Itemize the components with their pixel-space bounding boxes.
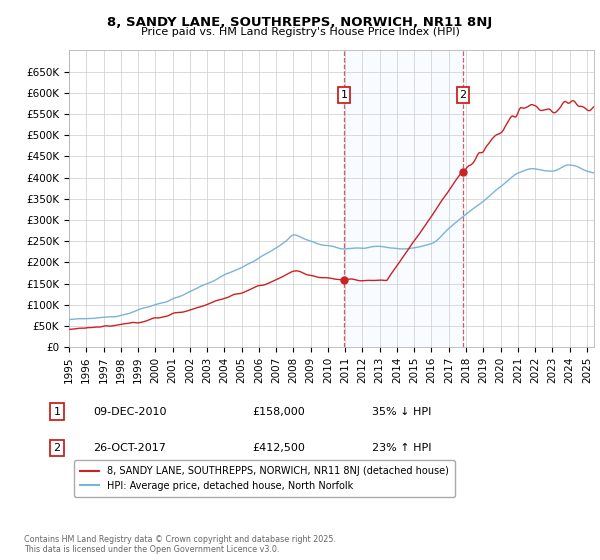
Text: 1: 1 (53, 407, 61, 417)
Text: £158,000: £158,000 (252, 407, 305, 417)
Text: Price paid vs. HM Land Registry's House Price Index (HPI): Price paid vs. HM Land Registry's House … (140, 27, 460, 37)
Text: 1: 1 (341, 90, 347, 100)
Text: 8, SANDY LANE, SOUTHREPPS, NORWICH, NR11 8NJ: 8, SANDY LANE, SOUTHREPPS, NORWICH, NR11… (107, 16, 493, 29)
Text: 35% ↓ HPI: 35% ↓ HPI (372, 407, 431, 417)
Text: 26-OCT-2017: 26-OCT-2017 (93, 443, 166, 453)
Text: 09-DEC-2010: 09-DEC-2010 (93, 407, 167, 417)
Text: £412,500: £412,500 (252, 443, 305, 453)
Text: 2: 2 (53, 443, 61, 453)
Bar (344, 50, 463, 347)
Text: Contains HM Land Registry data © Crown copyright and database right 2025.
This d: Contains HM Land Registry data © Crown c… (24, 535, 336, 554)
Text: 2: 2 (459, 90, 466, 100)
Legend: 8, SANDY LANE, SOUTHREPPS, NORWICH, NR11 8NJ (detached house), HPI: Average pric: 8, SANDY LANE, SOUTHREPPS, NORWICH, NR11… (74, 460, 455, 497)
Text: 23% ↑ HPI: 23% ↑ HPI (372, 443, 431, 453)
